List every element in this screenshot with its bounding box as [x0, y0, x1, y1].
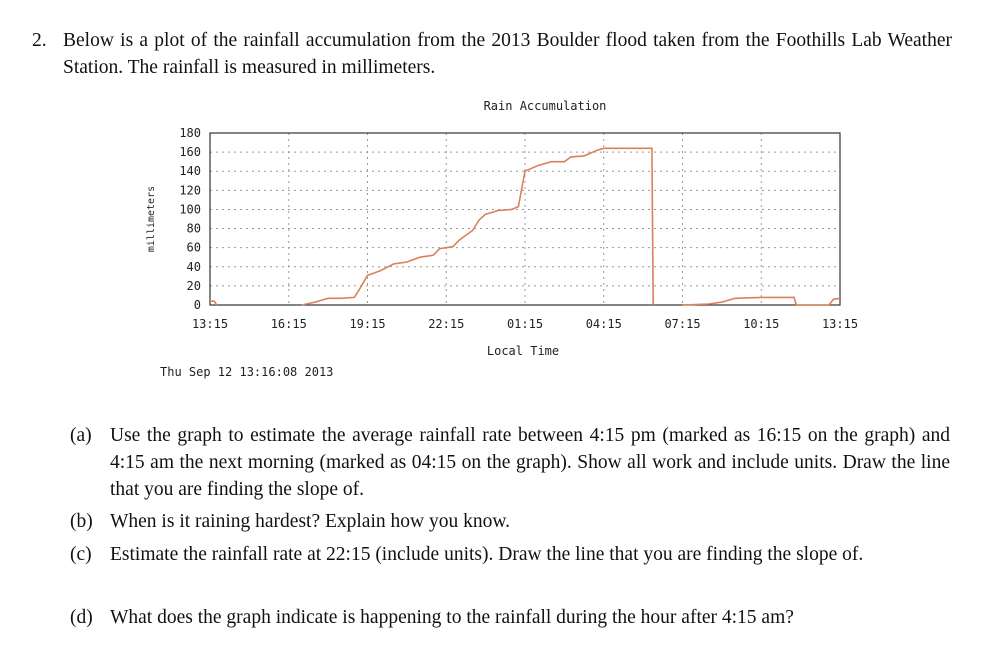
chart-timestamp: Thu Sep 12 13:16:08 2013 — [160, 365, 333, 379]
y-axis-label: millimeters — [146, 186, 157, 252]
y-tick-label: 140 — [179, 164, 201, 178]
series-line-segment — [301, 147, 654, 306]
x-tick-label: 19:15 — [349, 317, 385, 331]
plot-frame — [209, 132, 841, 306]
series-lines — [210, 147, 841, 306]
y-tick-label: 0 — [194, 298, 201, 312]
y-tick-labels: 0 20 40 60 80 100 120 140 160 180 — [179, 126, 201, 312]
x-tick-label: 13:15 — [192, 317, 228, 331]
question-text: When is it raining hardest? Explain how … — [110, 511, 511, 532]
x-tick-label: 01:15 — [507, 317, 543, 331]
question-text: Estimate the rainfall rate at 22:15 (inc… — [110, 544, 864, 565]
grid — [210, 133, 840, 305]
y-tick-label: 160 — [179, 145, 201, 159]
x-tick-label: 13:15 — [822, 317, 858, 331]
series-line-segment — [210, 300, 218, 306]
problem-intro: 2. Below is a plot of the rainfall accum… — [32, 27, 952, 81]
x-tick-label: 07:15 — [664, 317, 700, 331]
question-text: Use the graph to estimate the average ra… — [110, 425, 950, 500]
question-a: (a) Use the graph to estimate the averag… — [70, 422, 950, 503]
x-tick-label: 22:15 — [428, 317, 464, 331]
y-tick-label: 40 — [187, 260, 201, 274]
y-tick-label: 120 — [179, 183, 201, 197]
x-tick-label: 16:15 — [271, 317, 307, 331]
rain-accumulation-chart: Rain Accumulation 0 20 40 60 80 100 120 140 160 1… — [146, 99, 858, 379]
chart-title: Rain Accumulation — [484, 99, 607, 113]
y-tick-label: 180 — [179, 126, 201, 140]
series-line-segment — [682, 296, 841, 306]
problem-number: 2. — [32, 30, 47, 51]
y-tick-label: 60 — [187, 241, 201, 255]
question-label: (a) — [70, 425, 92, 446]
question-d: (d) What does the graph indicate is happ… — [70, 604, 950, 631]
question-label: (c) — [70, 544, 92, 565]
question-b: (b) When is it raining hardest? Explain … — [70, 508, 950, 535]
x-axis-label: Local Time — [487, 344, 559, 358]
x-tick-labels: 13:15 16:15 19:15 22:15 01:15 04:15 07:15 10:15… — [192, 317, 858, 331]
question-text: What does the graph indicate is happenin… — [110, 607, 794, 628]
y-tick-label: 20 — [187, 279, 201, 293]
question-label: (d) — [70, 607, 93, 628]
x-tick-label: 04:15 — [586, 317, 622, 331]
x-tick-label: 10:15 — [743, 317, 779, 331]
question-c: (c) Estimate the rainfall rate at 22:15 … — [70, 541, 950, 568]
problem-text: Below is a plot of the rainfall accumula… — [63, 30, 952, 78]
y-tick-label: 100 — [179, 202, 201, 216]
y-tick-label: 80 — [187, 222, 201, 236]
question-label: (b) — [70, 511, 93, 532]
